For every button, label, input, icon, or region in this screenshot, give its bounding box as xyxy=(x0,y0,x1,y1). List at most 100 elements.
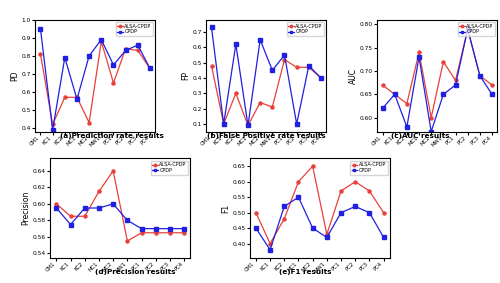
CPDP xyxy=(253,226,259,230)
ALSA-CPDP xyxy=(282,217,288,220)
CPDP xyxy=(68,223,73,226)
ALSA-CPDP xyxy=(86,121,92,124)
CPDP xyxy=(50,128,56,132)
CPDP xyxy=(380,236,386,239)
Line: ALSA-CPDP: ALSA-CPDP xyxy=(39,40,152,126)
ALSA-CPDP xyxy=(440,60,446,63)
CPDP xyxy=(267,248,273,252)
CPDP xyxy=(324,236,330,239)
Text: (b)False Positive rate results: (b)False Positive rate results xyxy=(207,133,326,139)
CPDP xyxy=(489,93,495,96)
Text: (c)AUC results: (c)AUC results xyxy=(391,133,450,139)
CPDP xyxy=(167,227,173,230)
ALSA-CPDP xyxy=(147,67,153,70)
ALSA-CPDP xyxy=(310,164,316,168)
CPDP xyxy=(380,107,386,110)
ALSA-CPDP xyxy=(124,239,130,243)
Legend: ALSA-CPDP, CPDP: ALSA-CPDP, CPDP xyxy=(458,22,495,36)
CPDP xyxy=(208,26,214,29)
CPDP xyxy=(96,206,102,210)
Legend: ALSA-CPDP, CPDP: ALSA-CPDP, CPDP xyxy=(150,161,188,175)
CPDP xyxy=(452,83,458,87)
CPDP xyxy=(124,219,130,222)
Text: (e)F1 results: (e)F1 results xyxy=(279,269,331,275)
Y-axis label: Precision: Precision xyxy=(22,191,30,225)
ALSA-CPDP xyxy=(50,123,56,126)
ALSA-CPDP xyxy=(98,40,104,43)
CPDP xyxy=(477,74,483,78)
CPDP xyxy=(310,226,316,230)
ALSA-CPDP xyxy=(253,211,259,214)
CPDP xyxy=(338,211,344,214)
Line: CPDP: CPDP xyxy=(381,28,494,133)
ALSA-CPDP xyxy=(267,242,273,245)
ALSA-CPDP xyxy=(138,231,144,235)
ALSA-CPDP xyxy=(380,83,386,87)
CPDP xyxy=(366,211,372,214)
ALSA-CPDP xyxy=(68,215,73,218)
ALSA-CPDP xyxy=(220,122,226,126)
ALSA-CPDP xyxy=(257,101,263,104)
ALSA-CPDP xyxy=(416,51,422,54)
ALSA-CPDP xyxy=(282,58,288,61)
Y-axis label: F1: F1 xyxy=(221,203,230,213)
ALSA-CPDP xyxy=(477,74,483,78)
CPDP xyxy=(110,63,116,67)
CPDP xyxy=(38,27,44,31)
CPDP xyxy=(404,125,410,129)
ALSA-CPDP xyxy=(338,189,344,193)
Y-axis label: PD: PD xyxy=(10,70,20,81)
ALSA-CPDP xyxy=(306,66,312,69)
CPDP xyxy=(294,122,300,126)
ALSA-CPDP xyxy=(152,231,158,235)
Line: CPDP: CPDP xyxy=(210,26,322,127)
ALSA-CPDP xyxy=(380,211,386,214)
CPDP xyxy=(74,97,80,101)
Line: CPDP: CPDP xyxy=(55,202,186,230)
ALSA-CPDP xyxy=(464,27,470,31)
ALSA-CPDP xyxy=(135,49,141,52)
CPDP xyxy=(86,54,92,57)
ALSA-CPDP xyxy=(62,96,68,99)
CPDP xyxy=(147,67,153,70)
CPDP xyxy=(181,227,187,230)
ALSA-CPDP xyxy=(110,81,116,85)
CPDP xyxy=(257,38,263,41)
CPDP xyxy=(233,43,239,46)
ALSA-CPDP xyxy=(404,102,410,105)
Line: CPDP: CPDP xyxy=(254,196,385,251)
CPDP xyxy=(62,56,68,59)
CPDP xyxy=(392,93,398,96)
CPDP xyxy=(138,227,144,230)
CPDP xyxy=(440,93,446,96)
CPDP xyxy=(318,76,324,80)
CPDP xyxy=(296,196,302,199)
Text: (d)Precision results: (d)Precision results xyxy=(95,269,176,275)
CPDP xyxy=(306,64,312,67)
Line: ALSA-CPDP: ALSA-CPDP xyxy=(210,58,322,127)
ALSA-CPDP xyxy=(294,66,300,69)
Legend: ALSA-CPDP, CPDP: ALSA-CPDP, CPDP xyxy=(116,22,153,36)
CPDP xyxy=(110,202,116,205)
Legend: ALSA-CPDP, CPDP: ALSA-CPDP, CPDP xyxy=(350,161,388,175)
CPDP xyxy=(220,122,226,126)
ALSA-CPDP xyxy=(296,180,302,183)
CPDP xyxy=(54,206,60,210)
Line: ALSA-CPDP: ALSA-CPDP xyxy=(55,169,186,243)
Line: ALSA-CPDP: ALSA-CPDP xyxy=(254,165,385,245)
ALSA-CPDP xyxy=(270,105,276,109)
ALSA-CPDP xyxy=(96,190,102,193)
CPDP xyxy=(352,205,358,208)
ALSA-CPDP xyxy=(392,93,398,96)
CPDP xyxy=(122,49,128,52)
ALSA-CPDP xyxy=(54,202,60,205)
CPDP xyxy=(245,124,251,127)
ALSA-CPDP xyxy=(181,231,187,235)
ALSA-CPDP xyxy=(74,96,80,99)
ALSA-CPDP xyxy=(208,64,214,67)
CPDP xyxy=(416,55,422,59)
ALSA-CPDP xyxy=(452,79,458,82)
CPDP xyxy=(464,27,470,31)
Y-axis label: AUC: AUC xyxy=(348,68,358,84)
ALSA-CPDP xyxy=(38,52,44,56)
